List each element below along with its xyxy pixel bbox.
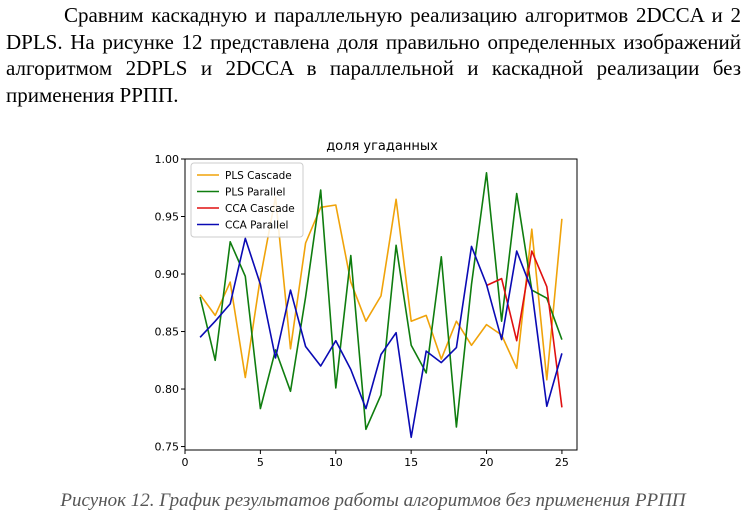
line-chart: доля угаданных 0 5 10 15 20 25 0.75 0.80 0.85 0.9…	[155, 139, 578, 469]
x-tick-label-4: 20	[480, 456, 494, 469]
series-line-3	[199, 237, 563, 439]
legend-label-0: PLS Cascade	[225, 170, 292, 182]
series-line-2	[486, 250, 563, 408]
x-tick-label-2: 10	[329, 456, 343, 469]
legend-label-3: CCA Parallel	[225, 220, 288, 232]
figure-caption: Рисунок 12. График результатов работы ал…	[60, 490, 686, 511]
y-tick-label-4: 0.95	[155, 211, 180, 224]
legend-label-1: PLS Parallel	[225, 187, 285, 199]
y-tick-label-3: 0.90	[155, 268, 180, 281]
series-line-1	[199, 171, 563, 431]
y-tick-label-1: 0.80	[155, 383, 180, 396]
y-tick-label-0: 0.75	[155, 441, 180, 454]
x-tick-label-1: 5	[257, 456, 264, 469]
legend-label-2: CCA Cascade	[225, 203, 295, 215]
x-tick-label-5: 25	[555, 456, 569, 469]
chart-title: доля угаданных	[326, 139, 438, 154]
y-tick-label-5: 1.00	[155, 153, 180, 166]
body-paragraph: Сравним каскадную и параллельную реализа…	[6, 3, 741, 107]
x-tick-label-3: 15	[404, 456, 418, 469]
legend-box	[190, 162, 304, 238]
y-tick-label-2: 0.85	[155, 326, 180, 339]
plot-frame	[184, 158, 578, 451]
x-tick-label-0: 0	[182, 456, 189, 469]
